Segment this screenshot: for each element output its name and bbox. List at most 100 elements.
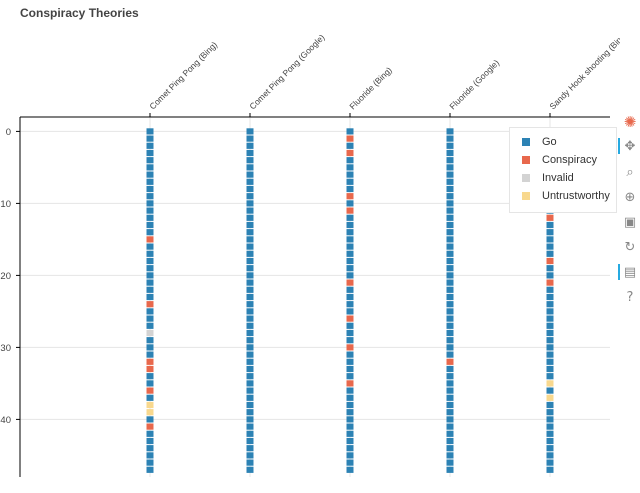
heatmap-cell-go[interactable] [246,128,254,135]
heatmap-cell-go[interactable] [246,279,254,286]
heatmap-cell-go[interactable] [546,250,554,257]
heatmap-cell-go[interactable] [346,401,354,409]
heatmap-cell-go[interactable] [546,365,554,373]
heatmap-cell-go[interactable] [546,221,554,229]
heatmap-cell-go[interactable] [446,178,454,185]
heatmap-cell-go[interactable] [446,243,454,250]
heatmap-cell-go[interactable] [146,322,154,329]
heatmap-cell-go[interactable] [446,286,454,293]
heatmap-cell-go[interactable] [546,293,554,301]
heatmap-cell-go[interactable] [146,459,154,466]
heatmap-cell-go[interactable] [146,293,154,301]
heatmap-cell-go[interactable] [346,128,354,135]
heatmap-cell-go[interactable] [246,373,254,380]
heatmap-cell-go[interactable] [446,437,454,445]
heatmap-cell-go[interactable] [546,272,554,279]
heatmap-cell-go[interactable] [146,265,154,272]
heatmap-cell-go[interactable] [146,279,154,286]
heatmap-cell-go[interactable] [146,135,154,142]
heatmap-cell-go[interactable] [446,329,454,337]
heatmap-cell-go[interactable] [346,171,354,178]
heatmap-cell-go[interactable] [446,279,454,286]
heatmap-cell-go[interactable] [146,128,154,135]
heatmap-cell-go[interactable] [246,207,254,214]
heatmap-cell-go[interactable] [246,423,254,430]
heatmap-cell-go[interactable] [446,394,454,401]
heatmap-cell-go[interactable] [546,430,554,437]
heatmap-cell-untrustworthy[interactable] [546,394,554,401]
heatmap-cell-go[interactable] [246,322,254,329]
heatmap-cell-go[interactable] [346,351,354,358]
heatmap-cell-go[interactable] [446,250,454,257]
heatmap-cell-go[interactable] [246,380,254,387]
heatmap-cell-go[interactable] [546,308,554,315]
heatmap-cell-go[interactable] [446,221,454,229]
heatmap-cell-go[interactable] [146,171,154,178]
heatmap-cell-go[interactable] [246,142,254,149]
heatmap-cell-go[interactable] [546,459,554,466]
heatmap-cell-go[interactable] [246,301,254,308]
heatmap-cell-go[interactable] [446,301,454,308]
heatmap-cell-go[interactable] [146,437,154,445]
heatmap-cell-go[interactable] [446,423,454,430]
heatmap-cell-go[interactable] [446,380,454,387]
heatmap-cell-go[interactable] [346,272,354,279]
heatmap-cell-go[interactable] [546,466,554,473]
heatmap-cell-go[interactable] [246,193,254,200]
heatmap-cell-go[interactable] [346,452,354,459]
heatmap-cell-go[interactable] [146,250,154,257]
heatmap-cell-go[interactable] [146,308,154,315]
heatmap-cell-go[interactable] [446,257,454,265]
heatmap-cell-go[interactable] [346,466,354,473]
heatmap-cell-go[interactable] [146,272,154,279]
heatmap-cell-go[interactable] [146,452,154,459]
hover-tool-icon[interactable]: ▤ [618,262,640,282]
heatmap-cell-go[interactable] [346,409,354,416]
heatmap-cell-go[interactable] [246,315,254,322]
heatmap-cell-go[interactable] [346,164,354,171]
legend-item-untrustworthy[interactable]: Untrustworthy [522,188,610,204]
heatmap-cell-go[interactable] [246,149,254,157]
heatmap-cell-go[interactable] [146,373,154,380]
heatmap-cell-go[interactable] [346,214,354,221]
heatmap-cell-go[interactable] [546,409,554,416]
heatmap-cell-go[interactable] [446,142,454,149]
heatmap-cell-go[interactable] [346,236,354,243]
heatmap-cell-go[interactable] [346,257,354,265]
heatmap-cell-go[interactable] [146,185,154,193]
heatmap-cell-go[interactable] [446,344,454,351]
heatmap-cell-untrustworthy[interactable] [546,380,554,387]
heatmap-cell-go[interactable] [346,365,354,373]
pan-tool-icon[interactable]: ✥ [618,136,640,156]
heatmap-cell-go[interactable] [546,329,554,337]
heatmap-cell-invalid[interactable] [146,329,154,337]
heatmap-cell-go[interactable] [446,157,454,164]
heatmap-cell-go[interactable] [346,394,354,401]
heatmap-cell-go[interactable] [146,229,154,236]
heatmap-cell-go[interactable] [446,337,454,344]
heatmap-cell-go[interactable] [546,229,554,236]
heatmap-cell-go[interactable] [246,250,254,257]
legend-item-invalid[interactable]: Invalid [522,170,574,186]
heatmap-cell-go[interactable] [146,157,154,164]
heatmap-cell-conspiracy[interactable] [346,380,354,387]
heatmap-cell-go[interactable] [346,293,354,301]
heatmap-cell-go[interactable] [346,358,354,365]
heatmap-cell-go[interactable] [446,351,454,358]
heatmap-cell-conspiracy[interactable] [346,207,354,214]
wheel-zoom-tool-icon[interactable]: ⊕ [624,189,636,205]
save-tool-icon[interactable]: ▣ [623,214,637,230]
heatmap-cell-go[interactable] [546,445,554,452]
heatmap-cell-go[interactable] [246,337,254,344]
heatmap-cell-go[interactable] [246,445,254,452]
heatmap-cell-go[interactable] [246,459,254,466]
heatmap-cell-go[interactable] [346,423,354,430]
heatmap-cell-go[interactable] [346,337,354,344]
heatmap-cell-go[interactable] [246,265,254,272]
heatmap-cell-go[interactable] [546,315,554,322]
heatmap-cell-go[interactable] [246,135,254,142]
heatmap-cell-go[interactable] [546,373,554,380]
heatmap-cell-conspiracy[interactable] [146,365,154,373]
heatmap-cell-conspiracy[interactable] [446,358,454,365]
heatmap-cell-go[interactable] [146,315,154,322]
